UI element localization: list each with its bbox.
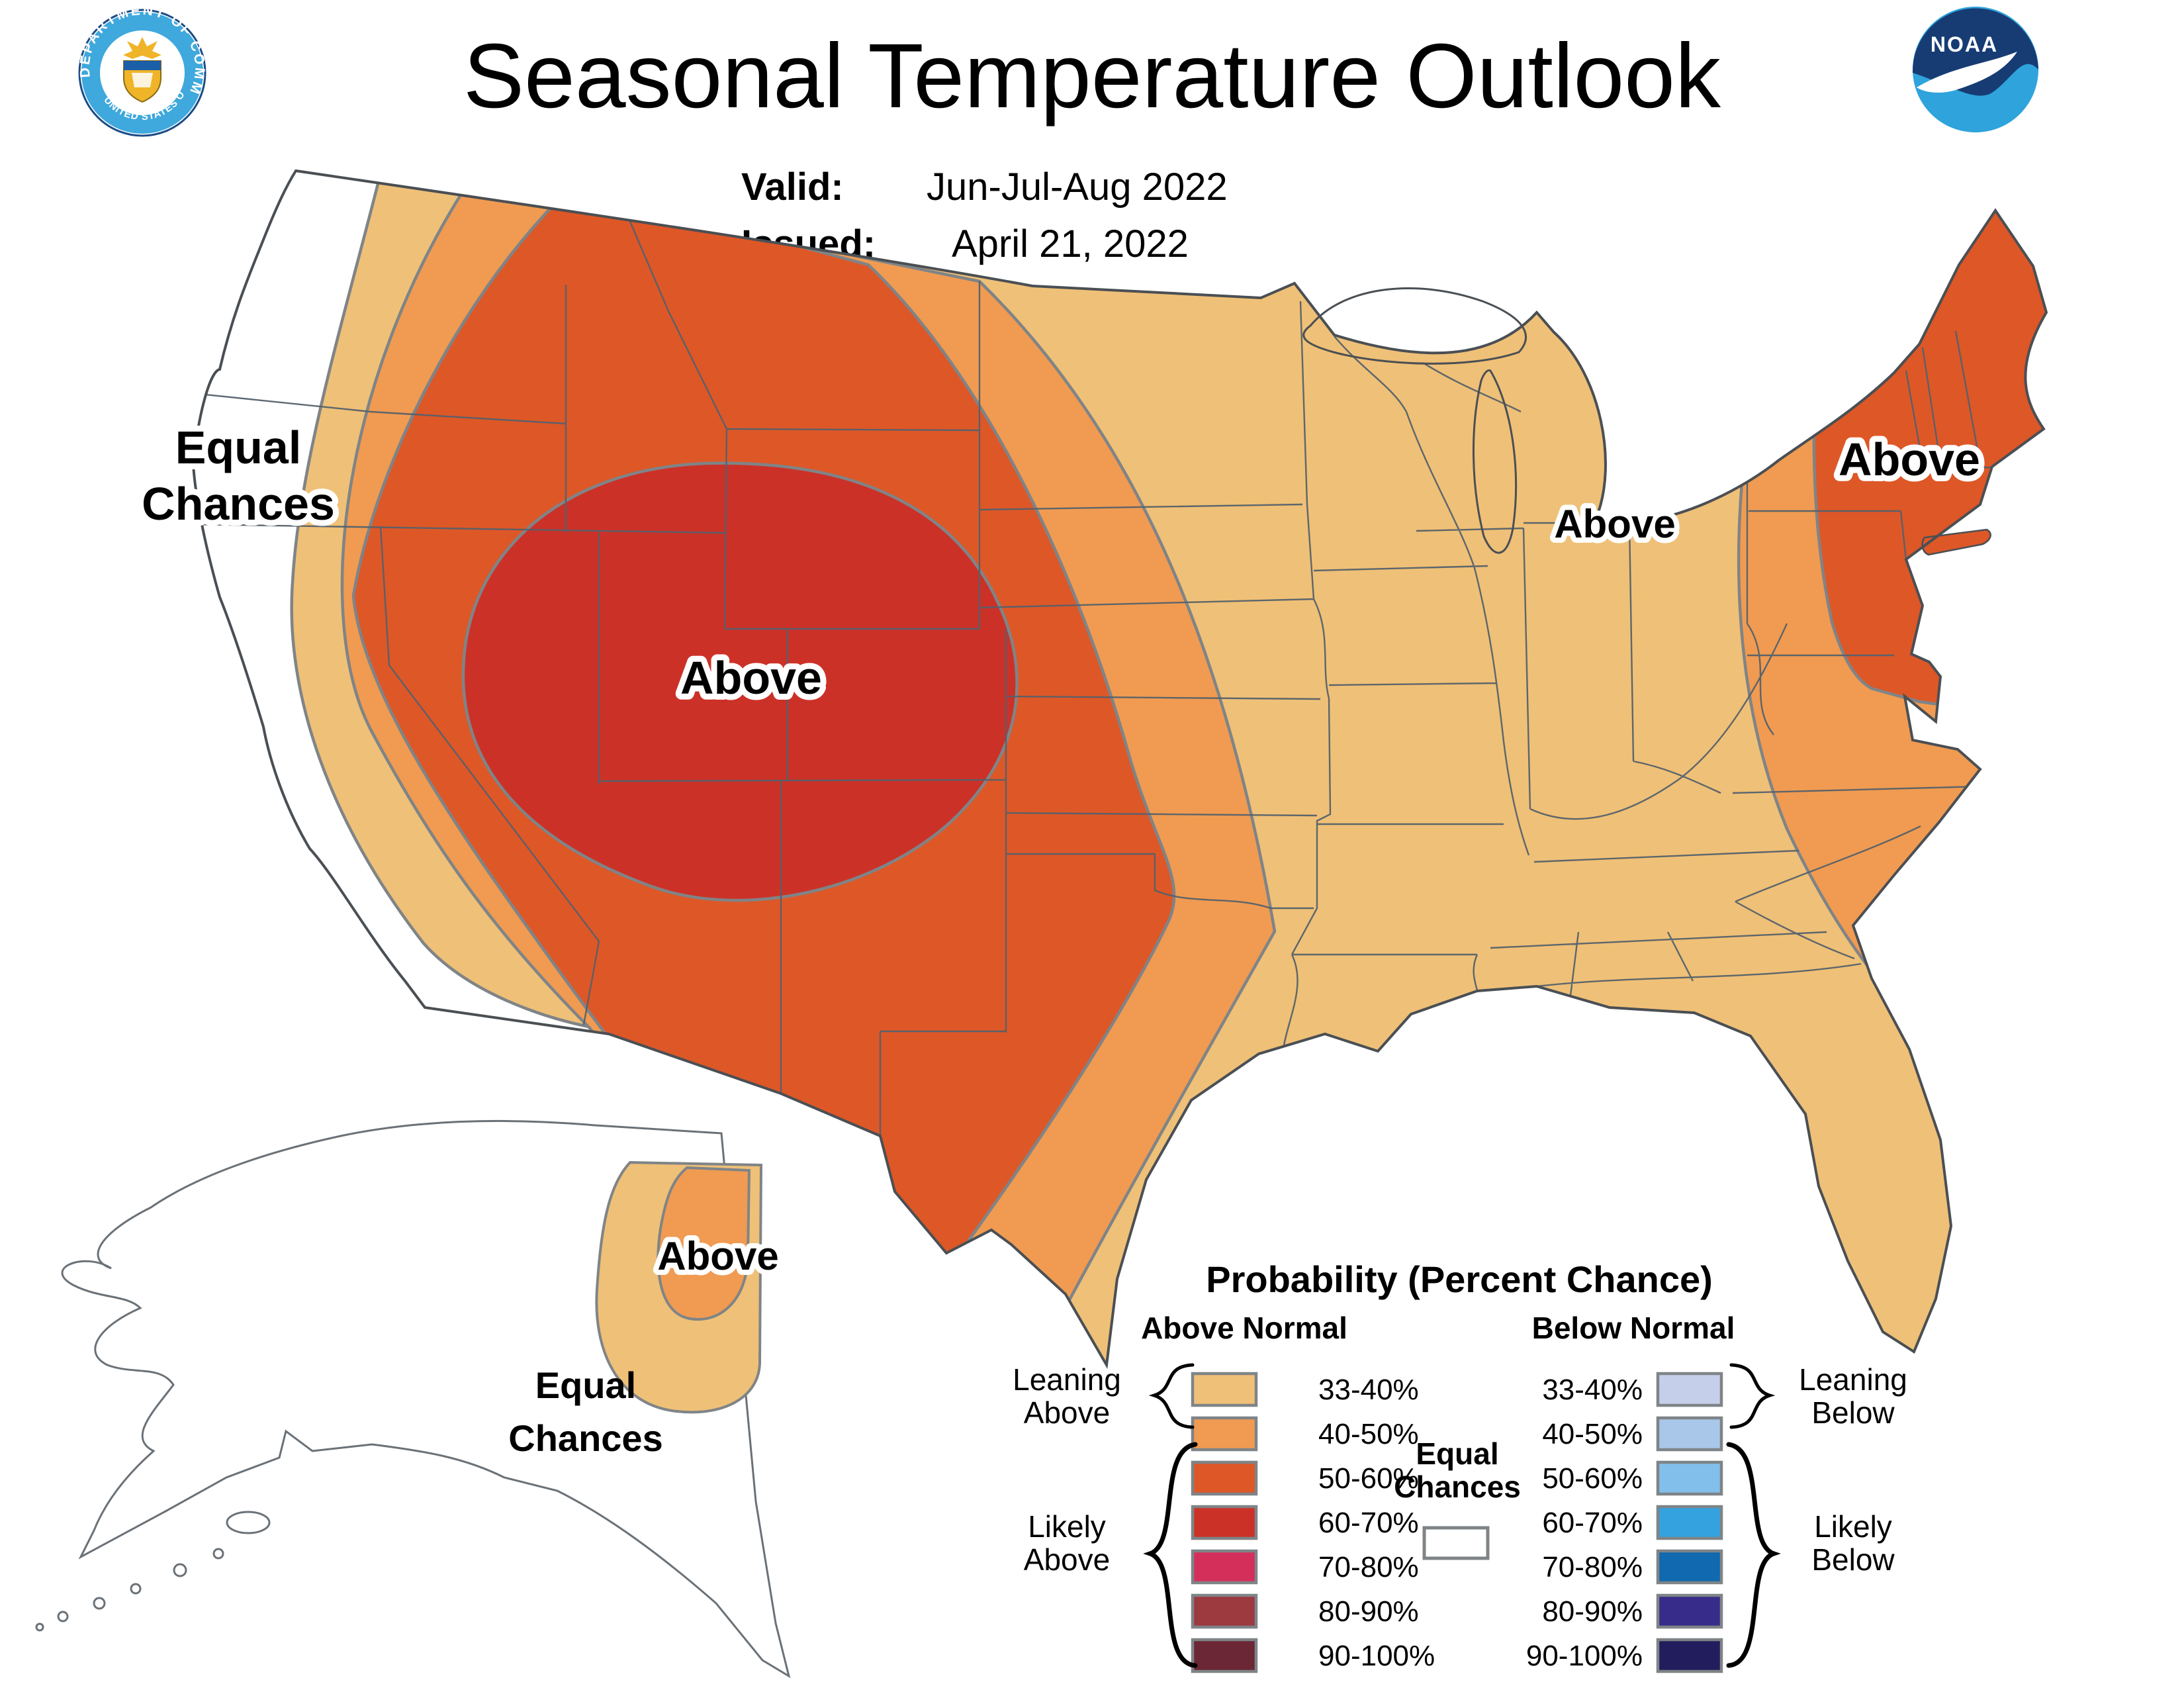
legend-equal-chances-line2: Chances [1394,1470,1521,1504]
label-alaska-equal-chances-line2: Chances [508,1417,662,1459]
legend-below-normal-header: Below Normal [1532,1311,1735,1345]
group-leaning-above-line2: Above [1024,1395,1110,1430]
swatch-below-60-70 [1656,1505,1723,1540]
range-above-33-40: 33-40% [1318,1374,1419,1406]
legend-below-column: 33-40% 40-50% 50-60% 60-70% 70-80% 80-90… [1526,1372,1723,1673]
swatch-below-50-60 [1656,1460,1723,1496]
label-west-equal-chances-line2: Chances [142,478,335,530]
noaa-logo: NOAA [1912,7,2038,132]
label-west-equal-chances-line1: Equal [175,422,302,473]
legend-title: Probability (Percent Chance) [1206,1258,1713,1300]
range-below-60-70: 60-70% [1542,1507,1643,1539]
group-likely-above-line2: Above [1024,1542,1110,1577]
swatch-above-90-100 [1191,1638,1258,1673]
legend-above-column: 33-40% 40-50% 50-60% 60-70% 70-80% 80-90… [1191,1372,1435,1673]
swatch-above-60-70 [1191,1505,1258,1540]
brace-likely-above [1143,1442,1198,1668]
group-leaning-above-line1: Leaning [1013,1362,1121,1397]
issued-value: April 21, 2022 [952,222,1189,265]
label-midwest-above: Above [1554,502,1675,546]
range-above-60-70: 60-70% [1318,1507,1419,1539]
contour-equal-chances-edge [290,173,607,1032]
conus-outline [191,169,2048,1370]
range-below-33-40: 33-40% [1542,1374,1643,1406]
group-likely-below-line2: Below [1811,1542,1895,1577]
doc-seal-logo: DEPARTMENT OF COMMERCE UNITED STATES OF … [0,0,206,137]
range-above-40-50: 40-50% [1318,1418,1419,1450]
brace-leaning-below [1729,1363,1776,1429]
page-title: Seasonal Temperature Outlook [463,25,1721,127]
range-below-50-60: 50-60% [1542,1462,1643,1495]
range-below-80-90: 80-90% [1542,1595,1643,1628]
swatch-equal-chances [1422,1526,1490,1560]
alaska-region-above-40-50 [657,1166,751,1321]
range-above-90-100: 90-100% [1318,1640,1435,1672]
range-above-70-80: 70-80% [1318,1551,1419,1583]
label-alaska-above: Above [657,1234,778,1278]
range-above-80-90: 80-90% [1318,1595,1419,1628]
swatch-above-33-40 [1191,1372,1258,1407]
range-below-40-50: 40-50% [1542,1418,1643,1450]
range-below-90-100: 90-100% [1526,1640,1643,1672]
group-leaning-below-line2: Below [1811,1395,1895,1430]
aleutian-islands [35,1548,224,1632]
label-center-above: Above [680,652,822,704]
label-northeast-above: Above [1839,434,1980,485]
group-likely-above-line1: Likely [1028,1509,1106,1544]
valid-label: Valid: [741,165,844,209]
lake-michigan [1473,369,1518,554]
swatch-below-90-100 [1656,1638,1723,1673]
legend-equal-chances-line1: Equal [1416,1436,1498,1471]
state-borders [193,218,1991,1136]
group-leaning-below-line1: Leaning [1799,1362,1907,1397]
swatch-below-80-90 [1656,1593,1723,1629]
swatch-below-33-40 [1656,1372,1723,1407]
legend: Probability (Percent Chance) Above Norma… [1013,1258,1907,1673]
noaa-dark-field [1912,8,2038,96]
swatch-above-40-50 [1191,1416,1258,1452]
brace-likely-below [1726,1442,1781,1668]
noaa-logo-text: NOAA [1931,32,1998,56]
swatch-above-50-60 [1191,1460,1258,1496]
legend-above-normal-header: Above Normal [1141,1311,1347,1345]
brace-leaning-above [1148,1363,1195,1429]
alaska-map: Above Equal Chances [35,1119,791,1679]
doc-seal-eagle-icon [123,37,161,103]
label-alaska-equal-chances-line1: Equal [535,1364,636,1406]
swatch-below-40-50 [1656,1416,1723,1452]
range-above-50-60: 50-60% [1318,1462,1419,1495]
swatch-above-80-90 [1191,1593,1258,1629]
valid-value: Jun-Jul-Aug 2022 [927,165,1228,209]
swatch-above-70-80 [1191,1549,1258,1585]
range-below-70-80: 70-80% [1542,1551,1643,1583]
group-likely-below-line1: Likely [1814,1509,1892,1544]
kodiak-island [226,1511,271,1534]
swatch-below-70-80 [1656,1549,1723,1585]
lake-superior [1302,287,1527,365]
noaa-seagull-icon [1917,52,2017,93]
